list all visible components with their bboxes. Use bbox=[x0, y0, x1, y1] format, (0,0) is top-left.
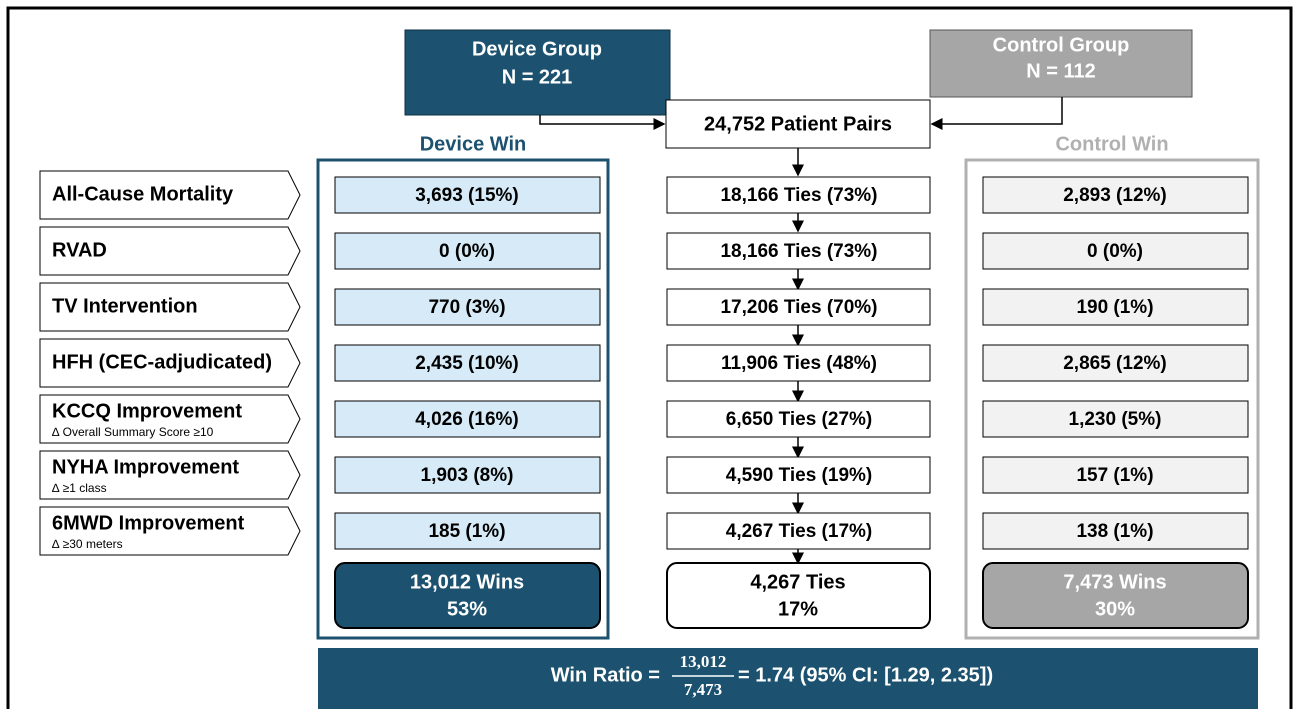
control-value: 2,865 (12%) bbox=[1063, 353, 1167, 374]
row-label: NYHA Improvement bbox=[52, 456, 239, 478]
device-group-box bbox=[404, 29, 671, 116]
pairs-text: 24,752 Patient Pairs bbox=[704, 113, 892, 135]
row-label-box bbox=[39, 506, 301, 556]
device-group-n: N = 221 bbox=[502, 66, 573, 88]
win-ratio-result: = 1.74 (95% CI: [1.29, 2.35]) bbox=[738, 664, 993, 686]
control-cell bbox=[982, 512, 1249, 550]
ties-cell bbox=[666, 456, 931, 494]
device-total-count: 13,012 Wins bbox=[410, 571, 524, 593]
ties-value: 6,650 Ties (27%) bbox=[726, 409, 872, 430]
device-cell bbox=[334, 344, 601, 382]
control-group-title: Control Group bbox=[993, 34, 1130, 56]
control-cell bbox=[982, 456, 1249, 494]
device-cell bbox=[334, 456, 601, 494]
device-cell bbox=[334, 512, 601, 550]
ties-value: 18,166 Ties (73%) bbox=[720, 241, 877, 262]
row-label-box bbox=[39, 282, 301, 332]
row-sublabel: ∆ ≥1 class bbox=[52, 481, 107, 495]
device-total-pct: 53% bbox=[447, 598, 487, 620]
control-group-n: N = 112 bbox=[1026, 60, 1096, 82]
ties-value: 11,906 Ties (48%) bbox=[721, 353, 877, 374]
row-label: RVAD bbox=[52, 239, 107, 261]
device-total-box bbox=[334, 562, 601, 629]
ties-value: 4,267 Ties (17%) bbox=[726, 521, 872, 542]
row-sublabel: ∆ Overall Summary Score ≥10 bbox=[52, 425, 214, 439]
ties-cell bbox=[666, 288, 931, 326]
control-total-box bbox=[982, 562, 1249, 629]
row-label: TV Intervention bbox=[52, 295, 198, 317]
connector bbox=[539, 115, 666, 130]
device-value: 0 (0%) bbox=[439, 241, 495, 262]
ties-cell bbox=[666, 344, 931, 382]
ties-total-count: 4,267 Ties bbox=[750, 571, 845, 593]
ties-total-pct: 17% bbox=[778, 598, 818, 620]
row-label: KCCQ Improvement bbox=[52, 400, 242, 422]
ties-total-box bbox=[666, 562, 931, 629]
control-value: 1,230 (5%) bbox=[1069, 409, 1162, 430]
device-value: 4,026 (16%) bbox=[415, 409, 519, 430]
ties-value: 18,166 Ties (73%) bbox=[720, 185, 877, 206]
ties-cell bbox=[666, 176, 931, 214]
control-cell bbox=[982, 288, 1249, 326]
ties-value: 4,590 Ties (19%) bbox=[726, 465, 872, 486]
win-ratio-denominator: 7,473 bbox=[684, 680, 722, 699]
rows: All-Cause Mortality 3,693 (15%) 18,166 Tie… bbox=[39, 148, 1249, 565]
control-cell bbox=[982, 400, 1249, 438]
connector bbox=[930, 97, 1063, 130]
control-group-box bbox=[929, 29, 1193, 98]
ties-cell bbox=[666, 400, 931, 438]
control-frame bbox=[964, 158, 1260, 640]
ties-cell bbox=[666, 232, 931, 270]
win-ratio-numerator: 13,012 bbox=[680, 652, 727, 671]
ties-cell bbox=[666, 512, 931, 550]
win-ratio-label: Win Ratio = bbox=[551, 664, 660, 686]
control-value: 0 (0%) bbox=[1087, 241, 1143, 262]
device-cell bbox=[334, 400, 601, 438]
row-label-box bbox=[39, 338, 301, 388]
row-label-box bbox=[39, 394, 301, 444]
frame bbox=[6, 6, 1293, 709]
device-value: 2,435 (10%) bbox=[415, 353, 519, 374]
device-value: 770 (3%) bbox=[428, 297, 505, 318]
device-cell bbox=[334, 232, 601, 270]
control-value: 138 (1%) bbox=[1076, 521, 1153, 542]
row-sublabel: ∆ ≥30 meters bbox=[52, 537, 123, 551]
control-win-heading: Control Win bbox=[1055, 133, 1168, 155]
row-label: HFH (CEC-adjudicated) bbox=[52, 351, 272, 373]
control-value: 157 (1%) bbox=[1076, 465, 1153, 486]
control-value: 2,893 (12%) bbox=[1063, 185, 1167, 206]
device-value: 3,693 (15%) bbox=[415, 185, 519, 206]
control-total-pct: 30% bbox=[1095, 598, 1135, 620]
control-cell bbox=[982, 344, 1249, 382]
control-cell bbox=[982, 176, 1249, 214]
row-label-box bbox=[39, 226, 301, 276]
win-ratio-bar bbox=[318, 648, 1258, 709]
control-total-count: 7,473 Wins bbox=[1063, 571, 1166, 593]
row-label: All-Cause Mortality bbox=[52, 183, 234, 205]
device-group-title: Device Group bbox=[472, 38, 602, 60]
row-label-box bbox=[39, 170, 301, 220]
ties-value: 17,206 Ties (70%) bbox=[720, 297, 877, 318]
device-frame bbox=[316, 158, 610, 640]
device-value: 185 (1%) bbox=[428, 521, 505, 542]
device-value: 1,903 (8%) bbox=[421, 465, 514, 486]
device-cell bbox=[334, 176, 601, 214]
control-cell bbox=[982, 232, 1249, 270]
control-value: 190 (1%) bbox=[1076, 297, 1153, 318]
device-cell bbox=[334, 288, 601, 326]
device-win-heading: Device Win bbox=[420, 133, 527, 155]
row-label: 6MWD Improvement bbox=[52, 512, 245, 534]
row-label-box bbox=[39, 450, 301, 500]
